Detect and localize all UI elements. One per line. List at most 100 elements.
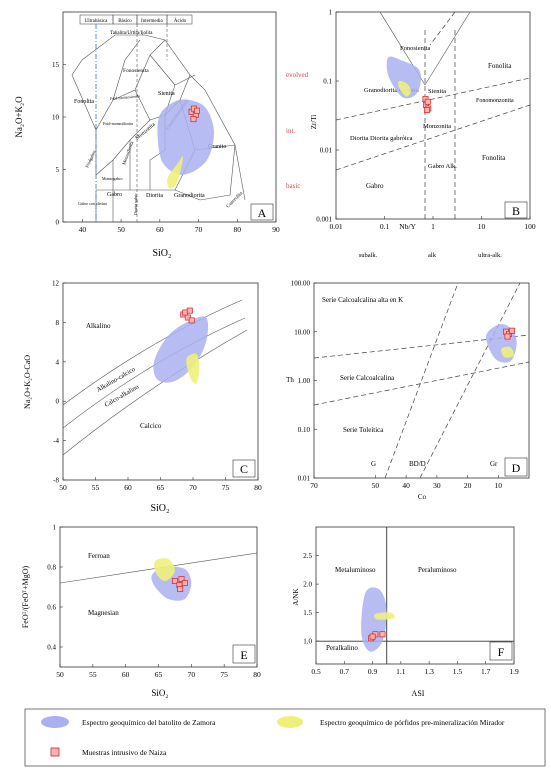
x-tick-label: 60 [156,225,164,234]
panel-c-field-alkalino: Alkalino [86,322,111,330]
panel-c-xlabel: SiO₂ [150,503,169,514]
mirador-region [373,612,395,620]
x-tick-label: 80 [254,483,262,492]
y-tick-label: 0.4 [47,644,56,652]
legend-label-zamora: Espectro geoquímico del batolito de Zamo… [82,718,216,727]
panel-b-data [386,56,432,113]
x-axis-title: Nb/Y [399,222,416,231]
x-tick-label: 0.7 [340,667,350,676]
mirador-region [501,346,514,358]
panel-a-label-box [250,203,274,221]
y-tick-label: 1.00 [298,377,311,385]
panel-b-bottom-alk: alk [428,252,437,259]
naiza-point [188,317,195,324]
panel-d: Serie Calcoalcalina alta en K Serie Calc… [286,280,530,501]
x-tick-label: 80 [234,225,242,234]
panel-b-ylabel: Zr/Ti [310,115,318,130]
panel-b-field-monzonita: Monzonita [423,123,451,130]
y-tick-label: 0.8 [47,564,56,572]
panel-b-field-diorita: Diorita Diorita gabróica [350,135,413,142]
x-tick-label: 65 [155,670,163,679]
panel-d-field-bdd: BD/D [409,460,426,468]
panel-f-field-peraluminoso: Peraluminoso [418,566,457,574]
panel-a-ylabel: Na₂O+K₂O [14,96,24,138]
panel-e-label: E [240,648,247,662]
panel-d-axes: 70 50 40 30 20 10 0.01 0.10 1.00 10.00 100.00 [291,280,503,491]
legend-label-naiza: Muestras intrusivo de Naiza [82,748,167,757]
y-tick-label: -4 [53,437,59,445]
panel-c: Alkalino Alkalino-calcico Calco-alkalino… [23,280,262,515]
panel-b-field-sienita: Sienita [428,88,446,95]
mirador-region [154,558,175,582]
panel-d-label: D [512,461,521,475]
panel-c-label-box [232,459,256,478]
panel-d-label-box [504,457,528,477]
panel-b-field-gabro-alk: Gabro Alk. [428,163,457,170]
x-tick-label: 1.9 [509,667,519,676]
panel-a-field-cuarzolita: Cuarzolita [226,191,245,210]
panel-b-side-basic: basic [286,182,300,190]
x-tick-label: 55 [89,670,97,679]
panel-f-label: F [498,645,505,659]
panel-a-field-fonolita: Fonolita [74,99,94,105]
naiza-point [504,333,511,340]
panel-f-label-box [489,641,513,661]
legend-swatch-zamora [41,716,69,728]
x-tick-label: 75 [222,483,230,492]
panel-f-field-peralkalino: Peralkalino [326,644,358,652]
y-tick-label: 100.00 [291,280,311,288]
x-tick-label: 1.3 [424,667,434,676]
panel-f: Metaluminoso Peraluminoso Peralkalino 0.… [292,526,519,698]
panel-c-label: C [240,462,248,476]
panel-f-frame [315,526,515,665]
panel-b-field-fonolita-2: Fonolita [482,154,506,162]
x-tick-label: 1.1 [396,667,406,676]
x-tick-label: 70 [195,225,203,234]
panel-a-header-3: Intermedio [141,19,163,24]
x-tick-label: 75 [220,670,228,679]
x-tick-label: 65 [157,483,165,492]
y-tick-label: 0 [56,219,60,227]
x-tick-label: 80 [253,670,261,679]
panel-b-bottom-subalk: subalk. [359,252,378,259]
panel-b-side-evolved: evolved [286,71,309,79]
x-tick-label: 100 [524,222,536,231]
panel-a-axes: 40 50 60 70 80 90 0 5 10 15 [52,61,280,234]
naiza-point [423,107,430,113]
y-tick-label: 1.5 [303,609,312,617]
legend-label-mirador: Espectro geoquímico de pórfidos pre-mine… [320,718,505,727]
panel-d-field-alta-k: Serie Calcoalcalina alta en K [322,296,403,304]
panel-b-field-fonosienita: Fonosienita [400,45,430,52]
x-tick-label: 20 [464,481,472,490]
panel-d-field-gr: Gr [490,460,498,468]
panel-c-axes: 50 55 60 65 70 75 80 -8 -4 0 4 8 12 [52,280,262,493]
x-tick-label: 90 [272,225,280,234]
panel-f-data [361,587,395,652]
y-tick-label: 2.5 [303,552,312,560]
naiza-point [186,307,193,314]
panel-a-data [157,99,214,189]
zamora-region [153,316,209,383]
panel-b-label: B [512,204,520,218]
panel-f-ylabel: A/NK [292,588,300,605]
naiza-point [194,107,200,114]
panel-e-frame [59,526,258,668]
y-tick-label: 0.1 [323,78,332,86]
x-tick-label: 0.01 [329,222,342,231]
panel-a-label: A [258,206,267,220]
y-tick-label: 15 [52,61,60,69]
panel-b-field-gabro: Gabro [366,182,384,190]
legend-swatch-mirador [277,716,303,728]
panel-a-header-1: Ultrabásica [85,19,109,24]
naiza-point [379,631,386,638]
panel-a-header-4: Ácido [174,18,187,24]
naiza-point [181,580,188,586]
y-tick-label: 0.001 [316,216,332,224]
panel-c-fields [62,299,248,456]
y-tick-label: 0.10 [298,426,311,434]
panel-d-field-calco: Serie Calcoalcalina [340,374,395,382]
panel-f-fields [316,527,514,664]
naiza-point [424,98,431,105]
